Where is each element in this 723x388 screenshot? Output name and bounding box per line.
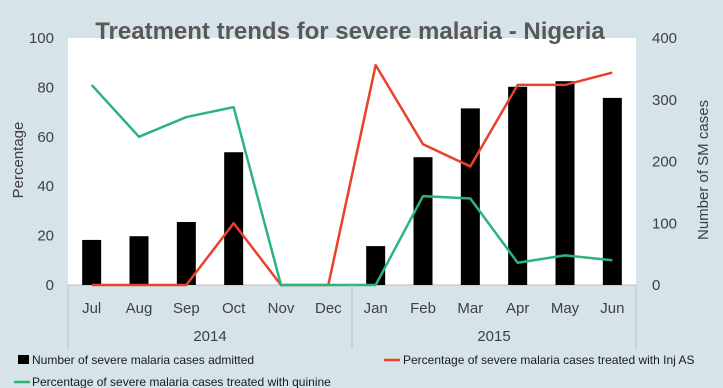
- bar-may: [555, 81, 575, 285]
- x-tick-mar: Mar: [457, 300, 483, 317]
- x-tick-dec: Dec: [315, 300, 342, 317]
- y-tick-left: 60: [37, 129, 54, 146]
- bar-oct: [224, 152, 244, 285]
- x-tick-aug: Aug: [126, 300, 153, 317]
- group-label-2015: 2015: [477, 328, 510, 345]
- bar-feb: [413, 157, 433, 285]
- y-tick-left: 20: [37, 228, 54, 245]
- y-tick-left: 40: [37, 178, 54, 195]
- x-tick-apr: Apr: [506, 300, 529, 317]
- y-tick-left: 100: [29, 30, 54, 47]
- y-tick-left: 0: [46, 277, 54, 294]
- bar-jun: [602, 97, 622, 286]
- y-tick-right: 0: [652, 277, 660, 294]
- x-tick-jun: Jun: [600, 300, 624, 317]
- bar-jan: [366, 246, 386, 285]
- y-axis-title-right: Number of SM cases: [695, 100, 712, 240]
- legend-label-quinine: Percentage of severe malaria cases treat…: [32, 375, 331, 388]
- legend-label-inj-as: Percentage of severe malaria cases treat…: [403, 353, 695, 367]
- y-tick-right: 400: [652, 30, 677, 47]
- legend-label-bar: Number of severe malaria cases admitted: [32, 353, 254, 367]
- bar-mar: [460, 108, 480, 286]
- plot-area: [68, 38, 636, 285]
- bar-aug: [129, 236, 149, 285]
- x-tick-oct: Oct: [222, 300, 246, 317]
- bar-sep: [176, 222, 196, 285]
- legend-swatch-bar: [18, 355, 29, 364]
- y-tick-right: 100: [652, 215, 677, 232]
- x-tick-feb: Feb: [410, 300, 436, 317]
- x-tick-jan: Jan: [364, 300, 388, 317]
- line-series-inj-as: [91, 63, 613, 287]
- group-label-2014: 2014: [193, 328, 226, 345]
- x-tick-may: May: [551, 300, 580, 317]
- chart-title: Treatment trends for severe malaria - Ni…: [95, 18, 605, 45]
- y-tick-left: 80: [37, 79, 54, 96]
- x-tick-nov: Nov: [268, 300, 295, 317]
- y-tick-right: 300: [652, 92, 677, 109]
- y-axis-title-left: Percentage: [10, 122, 27, 199]
- y-tick-right: 200: [652, 154, 677, 171]
- x-tick-sep: Sep: [173, 300, 200, 317]
- bar-apr: [508, 86, 528, 285]
- bar-jul: [82, 239, 102, 285]
- x-tick-jul: Jul: [82, 300, 101, 317]
